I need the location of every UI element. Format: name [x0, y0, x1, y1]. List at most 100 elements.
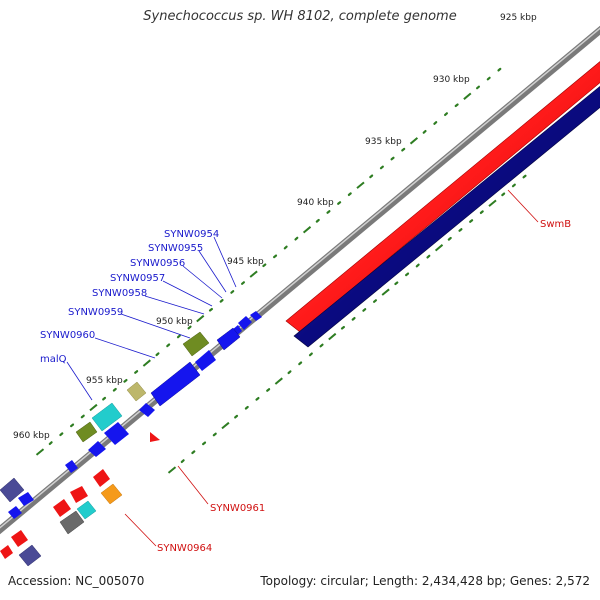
leader-synw0955 — [198, 250, 227, 293]
outer-minor-tick — [283, 245, 288, 250]
reverse-strand-small-features — [0, 432, 160, 567]
gene-red-1[interactable] — [93, 469, 110, 487]
outer-minor-tick — [241, 281, 245, 285]
inner-minor-tick — [244, 405, 249, 410]
gene-label-synw0956[interactable]: SYNW0956 — [130, 258, 185, 269]
gene-red-4[interactable] — [11, 530, 28, 547]
scale-label-950: 950 kbp — [156, 317, 193, 327]
scale-label-940: 940 kbp — [297, 198, 334, 208]
gene-blue-3[interactable] — [88, 441, 106, 457]
leader-synw0959 — [120, 313, 191, 339]
scale-ticks-inner — [167, 174, 527, 474]
outer-minor-tick — [80, 414, 85, 419]
scale-label-960: 960 kbp — [13, 431, 50, 441]
inner-minor-tick — [191, 450, 196, 455]
gene-synw0954[interactable] — [250, 311, 262, 321]
gene-synw0957[interactable] — [216, 327, 241, 351]
gene-label-synw0960[interactable]: SYNW0960 — [40, 330, 95, 341]
gene-label-swmb[interactable]: SwmB — [540, 219, 571, 230]
gene-blue-2[interactable] — [104, 422, 129, 445]
gene-red-5[interactable] — [0, 545, 13, 559]
outer-minor-tick — [230, 290, 235, 294]
outer-minor-tick — [401, 147, 406, 152]
leader-synw0960 — [94, 337, 156, 359]
leader-synw0964 — [124, 513, 157, 547]
gene-purple-1[interactable] — [0, 477, 25, 503]
gene-label-synw0964[interactable]: SYNW0964 — [157, 543, 212, 554]
outer-minor-tick — [315, 218, 320, 223]
gene-synw0959-a[interactable] — [195, 350, 216, 371]
inner-minor-tick — [287, 370, 292, 375]
outer-minor-tick — [123, 379, 128, 383]
gene-blue-6[interactable] — [8, 506, 22, 519]
gene-label-malq[interactable]: malQ — [40, 354, 67, 365]
outer-minor-tick — [166, 343, 171, 348]
gene-red-3[interactable] — [53, 499, 71, 517]
gene-synw0958[interactable] — [182, 331, 210, 357]
inner-minor-tick — [373, 299, 377, 303]
gene-small-1[interactable] — [139, 403, 155, 417]
inner-minor-tick — [501, 192, 506, 197]
inner-minor-tick — [458, 228, 463, 232]
outer-minor-tick — [390, 156, 395, 161]
scale-label-945: 945 kbp — [227, 257, 264, 267]
outer-minor-tick — [59, 432, 64, 437]
forward-strand-features — [0, 311, 262, 519]
gene-label-synw0961[interactable]: SYNW0961 — [210, 503, 265, 514]
inner-major-tick — [381, 288, 390, 296]
inner-minor-tick — [415, 263, 420, 268]
gene-gray-1[interactable] — [59, 510, 85, 535]
genome-summary-text: Topology: circular; Length: 2,434,428 bp… — [260, 574, 590, 588]
gene-label-synw0959[interactable]: SYNW0959 — [68, 307, 123, 318]
gene-malq[interactable] — [91, 402, 123, 432]
gene-label-synw0958[interactable]: SYNW0958 — [92, 288, 147, 299]
gene-swmb-navy[interactable] — [293, 75, 600, 348]
outer-major-tick — [356, 181, 365, 189]
gene-swmb-red[interactable] — [285, 50, 600, 333]
outer-minor-tick — [497, 67, 502, 72]
inner-minor-tick — [255, 397, 260, 401]
outer-minor-tick — [102, 396, 107, 401]
gene-red-2[interactable] — [70, 486, 88, 503]
reverse-strand-features — [285, 50, 600, 348]
outer-major-tick — [142, 359, 151, 367]
gene-blue-5[interactable] — [18, 492, 34, 506]
inner-minor-tick — [362, 308, 367, 312]
label-leaders — [66, 189, 539, 547]
outer-minor-tick — [48, 441, 53, 445]
inner-minor-tick — [319, 343, 324, 348]
leader-synw0961 — [177, 465, 209, 505]
inner-minor-tick — [266, 388, 271, 392]
gene-cyan-2[interactable] — [76, 500, 97, 520]
inner-minor-tick — [405, 272, 410, 277]
inner-major-tick — [488, 199, 497, 207]
genome-backbone — [0, 25, 600, 535]
outer-minor-tick — [337, 201, 342, 205]
inner-minor-tick — [351, 317, 356, 321]
gene-label-synw0957[interactable]: SYNW0957 — [110, 273, 165, 284]
inner-minor-tick — [234, 414, 239, 419]
outer-minor-tick — [112, 387, 117, 392]
outer-major-tick — [409, 137, 419, 145]
gene-purple-2[interactable] — [18, 544, 42, 567]
gene-synw0955[interactable] — [238, 316, 252, 330]
gene-synw0961[interactable] — [150, 432, 160, 442]
gene-olive-2[interactable] — [75, 421, 98, 443]
outer-major-tick — [35, 448, 45, 456]
inner-minor-tick — [479, 210, 484, 214]
outer-minor-tick — [347, 192, 352, 196]
inner-minor-tick — [394, 281, 399, 286]
inner-minor-tick — [298, 361, 303, 366]
inner-major-tick — [167, 466, 177, 474]
outer-major-tick — [196, 314, 205, 323]
gene-synw0964[interactable] — [100, 483, 123, 505]
accession-text: Accession: NC_005070 — [8, 574, 145, 588]
gene-blue-4[interactable] — [65, 460, 78, 473]
gene-synw0960[interactable] — [126, 381, 147, 402]
inner-minor-tick — [212, 432, 217, 437]
scale-ticks-outer — [35, 67, 502, 456]
leader-synw0954 — [213, 236, 237, 288]
gene-synw0959-b[interactable] — [150, 361, 201, 407]
gene-label-synw0954[interactable]: SYNW0954 — [164, 229, 219, 240]
gene-label-synw0955[interactable]: SYNW0955 — [148, 243, 203, 254]
